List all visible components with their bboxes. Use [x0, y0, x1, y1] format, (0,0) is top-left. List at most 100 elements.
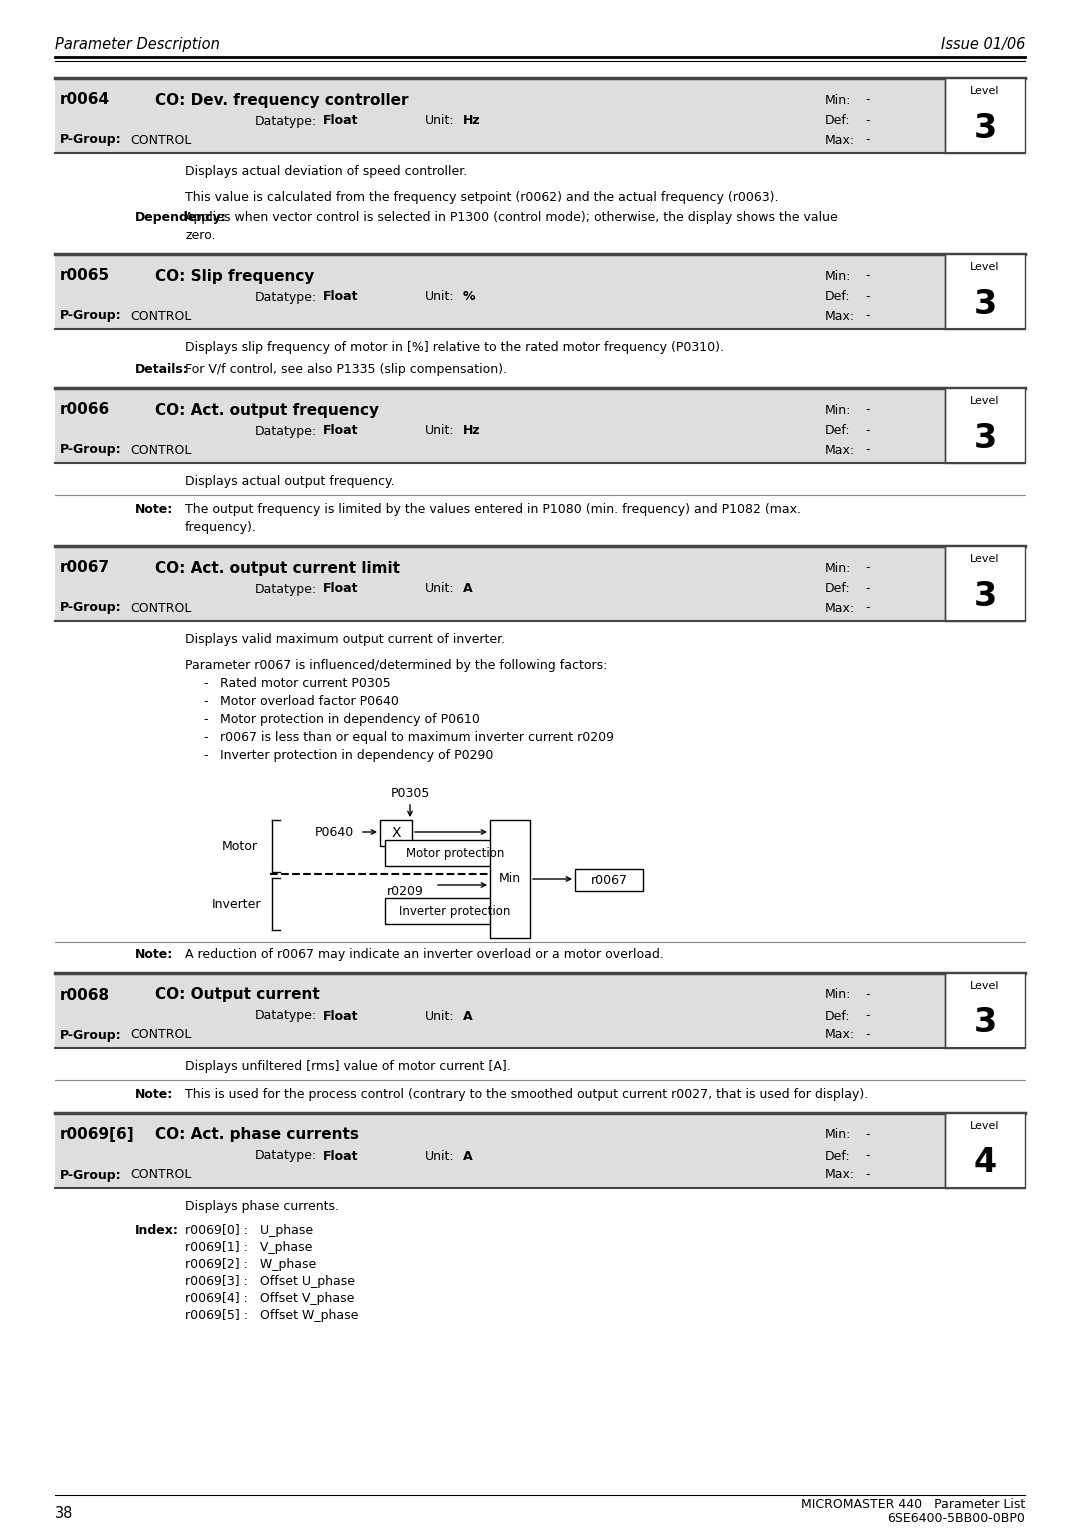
Text: Note:: Note: [135, 947, 173, 961]
Bar [945, 254, 1025, 329]
Text: Note:: Note: [135, 1088, 173, 1102]
Text: r0067: r0067 [591, 874, 627, 886]
Text: -: - [865, 269, 869, 283]
Text: r0066: r0066 [60, 402, 110, 417]
Bar [55, 254, 1025, 329]
Text: -: - [865, 1169, 869, 1181]
Text: r0069[5] :   Offset W_phase: r0069[5] : Offset W_phase [185, 1309, 359, 1322]
Bar [55, 973, 1025, 1048]
Text: -: - [865, 443, 869, 457]
Text: Level: Level [970, 261, 1000, 272]
Text: Parameter Description: Parameter Description [55, 38, 220, 52]
Text: Max:: Max: [825, 133, 855, 147]
Text: r0068: r0068 [60, 987, 110, 1002]
Text: Note:: Note: [135, 503, 173, 516]
Text: r0069[4] :   Offset V_phase: r0069[4] : Offset V_phase [185, 1293, 354, 1305]
Text: r0069[1] :   V_phase: r0069[1] : V_phase [185, 1241, 312, 1254]
Text: Min:: Min: [825, 93, 851, 107]
Text: Unit:: Unit: [426, 425, 455, 437]
Text: Motor protection in dependency of P0610: Motor protection in dependency of P0610 [220, 714, 480, 726]
Text: -: - [865, 93, 869, 107]
Bar [575, 869, 643, 891]
Text: -: - [203, 695, 207, 707]
Text: r0067 is less than or equal to maximum inverter current r0209: r0067 is less than or equal to maximum i… [220, 730, 615, 744]
Text: -: - [865, 425, 869, 437]
Text: The output frequency is limited by the values entered in P1080 (min. frequency) : The output frequency is limited by the v… [185, 503, 801, 516]
Text: CONTROL: CONTROL [130, 1028, 191, 1042]
Text: -: - [865, 1010, 869, 1022]
Text: This value is calculated from the frequency setpoint (r0062) and the actual freq: This value is calculated from the freque… [185, 191, 779, 205]
Text: Datatype:: Datatype: [255, 115, 318, 127]
Text: Def:: Def: [825, 582, 851, 596]
Text: Float: Float [323, 290, 359, 304]
Text: Max:: Max: [825, 443, 855, 457]
Text: P0640: P0640 [315, 825, 354, 839]
Text: Max:: Max: [825, 1028, 855, 1042]
Text: Index:: Index: [135, 1224, 179, 1238]
Text: Def:: Def: [825, 1010, 851, 1022]
Text: Hz: Hz [463, 425, 481, 437]
Text: Displays phase currents.: Displays phase currents. [185, 1199, 339, 1213]
Bar [55, 78, 1025, 153]
Text: -: - [203, 677, 207, 691]
Text: Parameter r0067 is influenced/determined by the following factors:: Parameter r0067 is influenced/determined… [185, 659, 607, 672]
Bar [945, 545, 1025, 620]
Text: -: - [203, 730, 207, 744]
Text: P-Group:: P-Group: [60, 443, 122, 457]
Text: Level: Level [970, 1122, 1000, 1131]
Text: CO: Slip frequency: CO: Slip frequency [156, 269, 314, 284]
Text: -: - [203, 714, 207, 726]
Text: Float: Float [323, 115, 359, 127]
Text: 38: 38 [55, 1505, 73, 1520]
Text: 3: 3 [973, 422, 997, 454]
Text: 3: 3 [973, 579, 997, 613]
Text: P0305: P0305 [390, 787, 430, 801]
Text: A: A [463, 1010, 473, 1022]
Text: Displays unfiltered [rms] value of motor current [A].: Displays unfiltered [rms] value of motor… [185, 1060, 511, 1073]
Text: Float: Float [323, 425, 359, 437]
Text: Min: Min [499, 872, 521, 886]
Text: -: - [865, 403, 869, 417]
Text: Min:: Min: [825, 561, 851, 575]
Text: CONTROL: CONTROL [130, 310, 191, 322]
Text: CONTROL: CONTROL [130, 443, 191, 457]
Bar [380, 821, 411, 847]
Text: Max:: Max: [825, 1169, 855, 1181]
Text: Min:: Min: [825, 989, 851, 1001]
Text: -: - [865, 1028, 869, 1042]
Text: Unit:: Unit: [426, 1010, 455, 1022]
Text: CONTROL: CONTROL [130, 133, 191, 147]
Text: %: % [463, 290, 475, 304]
Bar [384, 898, 525, 924]
Text: -: - [865, 133, 869, 147]
Text: Datatype:: Datatype: [255, 1149, 318, 1163]
Text: For V/f control, see also P1335 (slip compensation).: For V/f control, see also P1335 (slip co… [185, 364, 507, 376]
Text: CONTROL: CONTROL [130, 602, 191, 614]
Bar [945, 78, 1025, 153]
Text: CO: Dev. frequency controller: CO: Dev. frequency controller [156, 93, 408, 107]
Text: Inverter protection: Inverter protection [400, 905, 511, 917]
Text: -: - [865, 989, 869, 1001]
Text: P-Group:: P-Group: [60, 1028, 122, 1042]
Text: r0065: r0065 [60, 269, 110, 284]
Text: zero.: zero. [185, 229, 216, 241]
Bar [55, 388, 1025, 463]
Text: Level: Level [970, 396, 1000, 406]
Text: -: - [865, 290, 869, 304]
Text: CO: Act. output current limit: CO: Act. output current limit [156, 561, 400, 576]
Text: P-Group:: P-Group: [60, 133, 122, 147]
Text: A: A [463, 582, 473, 596]
Text: 3: 3 [973, 1007, 997, 1039]
Text: 4: 4 [973, 1146, 997, 1180]
Text: Min:: Min: [825, 1129, 851, 1141]
Bar [945, 973, 1025, 1048]
Text: frequency).: frequency). [185, 521, 257, 533]
Text: P-Group:: P-Group: [60, 602, 122, 614]
Bar [945, 1112, 1025, 1187]
Text: This is used for the process control (contrary to the smoothed output current r0: This is used for the process control (co… [185, 1088, 868, 1102]
Text: r0069[0] :   U_phase: r0069[0] : U_phase [185, 1224, 313, 1238]
Text: Motor: Motor [222, 839, 258, 853]
Text: Datatype:: Datatype: [255, 425, 318, 437]
Text: X: X [391, 827, 401, 840]
Text: r0069[3] :   Offset U_phase: r0069[3] : Offset U_phase [185, 1274, 355, 1288]
